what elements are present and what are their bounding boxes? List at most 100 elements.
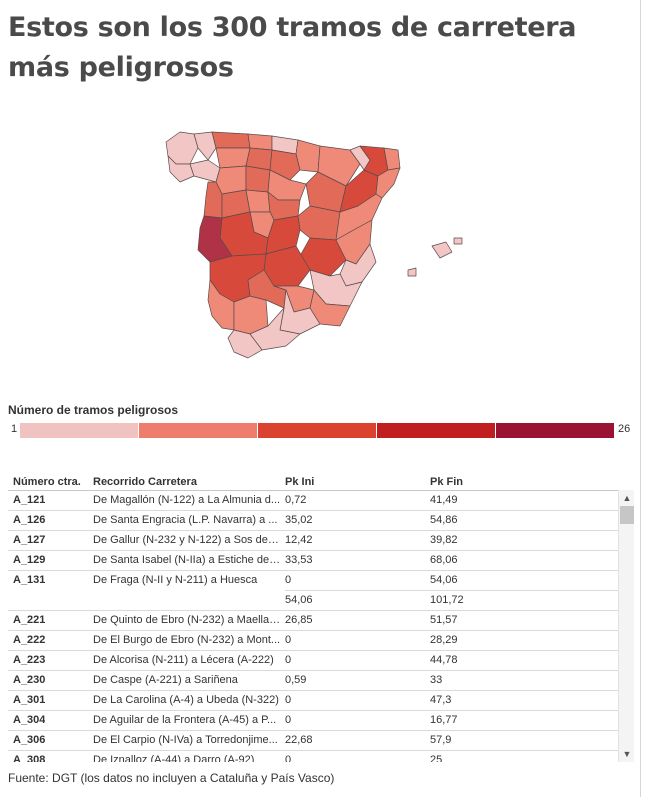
scroll-up-icon[interactable]: ▲ — [622, 493, 632, 503]
scroll-down-icon[interactable]: ▼ — [622, 749, 632, 759]
column-header-route[interactable]: Recorrido Carretera — [93, 476, 197, 488]
pk-ini-cell: 0 — [285, 694, 292, 706]
row-divider — [8, 730, 285, 731]
route-cell: De Iznalloz (A-44) a Darro (A-92) — [93, 754, 255, 762]
table-row[interactable]: A_306 De El Carpio (N-IVa) a Torredonjime… — [8, 731, 634, 751]
route-cell: De Santa Engracia (L.P. Navarra) a ... — [93, 514, 278, 526]
row-divider — [8, 510, 285, 511]
map-region[interactable] — [193, 131, 217, 161]
map-region[interactable] — [207, 279, 235, 331]
pk-ini-cell: 26,85 — [285, 614, 313, 626]
pk-fin-cell: 41,49 — [430, 494, 458, 506]
row-divider — [285, 590, 618, 591]
row-divider — [8, 710, 285, 711]
legend-max-label: 26 — [618, 423, 631, 435]
table-row[interactable]: A_223 De Alcorisa (N-211) a Lécera (A-222… — [8, 651, 634, 671]
road-number-cell: A_129 — [13, 554, 46, 566]
pk-ini-cell: 0,59 — [285, 674, 307, 686]
route-cell: De Caspe (A-221) a Sariñena — [93, 674, 238, 686]
table-row[interactable]: A_221 De Quinto de Ebro (N-232) a Maella … — [8, 611, 634, 631]
legend-min-label: 1 — [11, 423, 18, 435]
row-divider — [8, 750, 285, 751]
map-region[interactable] — [215, 147, 251, 169]
roads-table[interactable]: A_121 De Magallón (N-122) a La Almunia d.… — [8, 490, 634, 762]
legend-swatch — [496, 423, 614, 438]
pk-ini-cell: 0 — [285, 714, 292, 726]
pk-ini-cell: 33,53 — [285, 554, 313, 566]
pk-fin-cell: 54,06 — [430, 574, 458, 586]
row-divider — [285, 650, 618, 651]
table-row[interactable]: A_304 De Aguilar de la Frontera (A-45) a … — [8, 711, 634, 731]
map-region[interactable] — [245, 165, 271, 193]
map-region[interactable] — [247, 133, 273, 151]
pk-ini-cell: 12,42 — [285, 534, 313, 546]
pk-fin-cell: 33 — [430, 674, 443, 686]
row-divider — [8, 630, 285, 631]
column-header-number[interactable]: Número ctra. — [13, 476, 81, 488]
map-region[interactable] — [309, 289, 351, 327]
map-region[interactable] — [453, 237, 463, 245]
pk-ini-cell: 0 — [285, 754, 292, 762]
pk-fin-cell: 39,82 — [430, 534, 458, 546]
row-divider — [285, 510, 618, 511]
table-row[interactable]: A_129 De Santa Isabel (N-IIa) a Estiche d… — [8, 551, 634, 571]
pk-fin-cell: 28,29 — [430, 634, 458, 646]
legend-swatch — [377, 423, 496, 438]
map-region[interactable] — [295, 139, 321, 173]
map-region[interactable] — [297, 205, 341, 241]
road-number-cell: A_222 — [13, 634, 46, 646]
map-region[interactable] — [269, 149, 301, 181]
table-row[interactable]: A_121 De Magallón (N-122) a La Almunia d.… — [8, 491, 634, 511]
row-divider — [285, 710, 618, 711]
road-number-cell: A_230 — [13, 674, 46, 686]
row-divider — [285, 730, 618, 731]
pk-fin-cell: 68,06 — [430, 554, 458, 566]
scroll-thumb[interactable] — [620, 506, 634, 524]
pk-fin-cell: 51,57 — [430, 614, 458, 626]
row-divider — [285, 690, 618, 691]
map-region[interactable] — [249, 307, 301, 351]
map-region[interactable] — [407, 267, 417, 277]
map-region[interactable] — [211, 131, 251, 149]
map-region[interactable] — [317, 145, 361, 187]
table-row[interactable]: 54,06 101,72 — [8, 591, 634, 611]
row-divider — [8, 670, 285, 671]
route-cell: De Fraga (N-II y N-211) a Huesca — [93, 574, 258, 586]
road-number-cell: A_131 — [13, 574, 46, 586]
column-header-pk-ini[interactable]: Pk Ini — [285, 476, 315, 488]
row-divider — [8, 570, 285, 571]
road-number-cell: A_306 — [13, 734, 46, 746]
source-footer: Fuente: DGT (los datos no incluyen a Cat… — [8, 771, 335, 785]
table-row[interactable]: A_126 De Santa Engracia (L.P. Navarra) a … — [8, 511, 634, 531]
table-row[interactable]: A_308 De Iznalloz (A-44) a Darro (A-92) 0 2… — [8, 751, 634, 762]
road-number-cell: A_304 — [13, 714, 46, 726]
pk-fin-cell: 16,77 — [430, 714, 458, 726]
column-header-pk-fin[interactable]: Pk Fin — [430, 476, 464, 488]
road-number-cell: A_221 — [13, 614, 46, 626]
map-region[interactable] — [227, 329, 263, 359]
row-divider — [285, 630, 618, 631]
pk-ini-cell: 0 — [285, 654, 292, 666]
row-divider — [8, 550, 285, 551]
road-number-cell: A_121 — [13, 494, 46, 506]
table-row[interactable]: A_301 De La Carolina (A-4) a Ubeda (N-322… — [8, 691, 634, 711]
row-divider — [8, 690, 285, 691]
table-row[interactable]: A_230 De Caspe (A-221) a Sariñena 0,59 33 — [8, 671, 634, 691]
table-row[interactable]: A_222 De El Burgo de Ebro (N-232) a Mont.… — [8, 631, 634, 651]
map-region[interactable] — [189, 159, 221, 183]
map-region[interactable] — [431, 241, 453, 259]
row-divider — [285, 670, 618, 671]
map-region[interactable] — [215, 165, 247, 195]
pk-ini-cell: 0 — [285, 574, 292, 586]
route-cell: De La Carolina (A-4) a Ubeda (N-322) — [93, 694, 279, 706]
road-number-cell: A_308 — [13, 754, 46, 762]
route-cell: De Santa Isabel (N-IIa) a Estiche de ... — [93, 554, 281, 566]
route-cell: De El Burgo de Ebro (N-232) a Mont... — [93, 634, 281, 646]
map-region[interactable] — [245, 189, 271, 213]
pk-fin-cell: 101,72 — [430, 594, 464, 606]
table-scrollbar[interactable]: ▲ ▼ — [618, 490, 634, 762]
table-row[interactable]: A_127 De Gallur (N-232 y N-122) a Sos del… — [8, 531, 634, 551]
row-divider — [285, 530, 618, 531]
route-cell: De Quinto de Ebro (N-232) a Maella ... — [93, 614, 281, 626]
table-row[interactable]: A_131 De Fraga (N-II y N-211) a Huesca 0 54… — [8, 571, 634, 591]
